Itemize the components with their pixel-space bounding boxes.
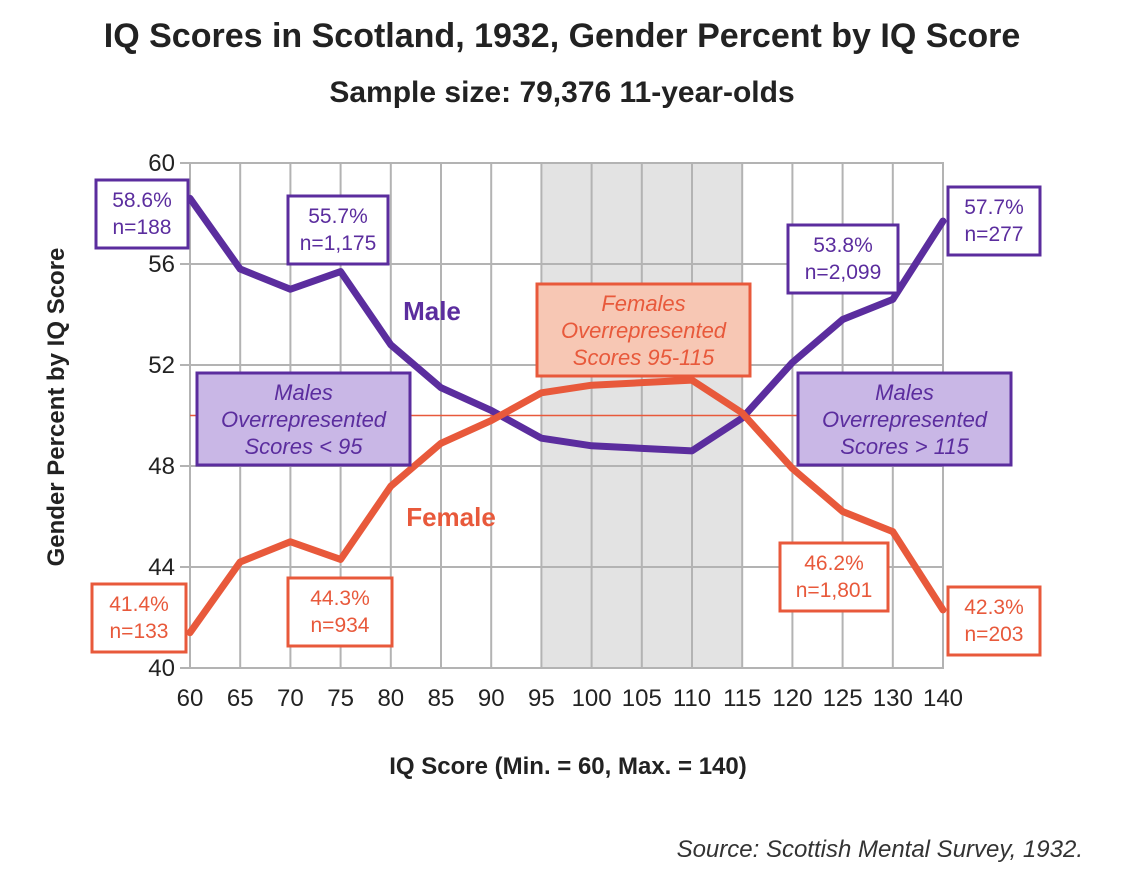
annotation-text: 41.4% xyxy=(109,593,169,616)
annotation-text: 44.3% xyxy=(310,587,370,610)
x-tick-label: 85 xyxy=(428,685,455,712)
annotation-box xyxy=(786,223,900,295)
chart-subtitle: Sample size: 79,376 11-year-olds xyxy=(329,76,794,109)
series-label-female: Female xyxy=(406,502,496,532)
x-tick-label: 115 xyxy=(723,685,761,712)
x-tick-label: 70 xyxy=(277,685,304,712)
annotation-text: 42.3% xyxy=(964,596,1024,619)
series-label-male: Male xyxy=(403,296,461,326)
y-tick-label: 60 xyxy=(148,150,175,177)
y-tick-label: 44 xyxy=(148,554,175,581)
y-tick-label: 40 xyxy=(148,655,175,682)
annotation-text: n=133 xyxy=(110,620,169,643)
annotation-box xyxy=(94,178,190,250)
annotation-box xyxy=(946,185,1042,257)
annotation-text: 58.6% xyxy=(112,189,172,212)
x-tick-label: 60 xyxy=(177,685,204,712)
region-label-text: Overrepresented xyxy=(561,318,727,343)
series-line-male xyxy=(186,194,947,455)
source-note: Source: Scottish Mental Survey, 1932. xyxy=(677,836,1083,863)
region-label-text: Overrepresented xyxy=(221,407,387,432)
x-tick-label: 110 xyxy=(673,685,711,712)
value-annotation: 42.3% n=203 xyxy=(946,585,1042,657)
x-tick-label: 100 xyxy=(572,685,612,712)
annotation-text: 55.7% xyxy=(308,205,368,228)
annotation-text: 53.8% xyxy=(813,234,873,257)
annotation-box xyxy=(90,582,188,654)
x-tick-label: 140 xyxy=(923,685,963,712)
region-label-box xyxy=(535,282,752,378)
value-annotation: 58.6% n=188 xyxy=(94,178,190,250)
x-tick-label: 120 xyxy=(772,685,812,712)
annotation-text: n=2,099 xyxy=(805,261,882,284)
y-tick-label: 48 xyxy=(148,453,175,480)
x-tick-label: 125 xyxy=(823,685,863,712)
annotation-text: n=1,175 xyxy=(300,232,377,255)
y-tick-label: 56 xyxy=(148,251,175,278)
region-label-text: Scores > 115 xyxy=(840,434,969,459)
x-tick-label: 95 xyxy=(528,685,555,712)
value-annotation: 53.8% n=2,099 xyxy=(786,223,900,295)
x-tick-label: 130 xyxy=(873,685,913,712)
x-tick-label: 80 xyxy=(377,685,404,712)
annotation-box xyxy=(286,576,394,648)
annotation-box xyxy=(286,194,390,266)
chart-title: IQ Scores in Scotland, 1932, Gender Perc… xyxy=(104,17,1020,55)
region-label-text: Males xyxy=(875,380,934,405)
region-label-text: Scores < 95 xyxy=(244,434,363,459)
annotation-text: 46.2% xyxy=(804,552,864,575)
value-annotation: 55.7% n=1,175 xyxy=(286,194,390,266)
region-label-text: Males xyxy=(274,380,333,405)
annotation-box xyxy=(778,541,890,613)
x-tick-label: 90 xyxy=(478,685,505,712)
region-label-text: Females xyxy=(601,291,685,316)
y-axis-label: Gender Percent by IQ Score xyxy=(43,248,70,567)
series-line-female xyxy=(186,376,947,637)
x-axis-label: IQ Score (Min. = 60, Max. = 140) xyxy=(389,753,746,780)
annotation-box xyxy=(946,585,1042,657)
region-label-text: Overrepresented xyxy=(822,407,988,432)
x-tick-label: 65 xyxy=(227,685,254,712)
value-annotation: 57.7% n=277 xyxy=(946,185,1042,257)
region-label-box xyxy=(195,371,412,467)
annotation-text: 57.7% xyxy=(964,196,1024,219)
region-label-box xyxy=(796,371,1013,467)
annotation-text: n=203 xyxy=(965,623,1024,646)
annotation-text: n=188 xyxy=(113,216,172,239)
annotation-text: n=277 xyxy=(965,223,1024,246)
region-label-text: Scores 95-115 xyxy=(573,345,715,370)
annotation-text: n=1,801 xyxy=(796,579,873,602)
value-annotation: 41.4% n=133 xyxy=(90,582,188,654)
y-tick-label: 52 xyxy=(148,352,175,379)
plot-area: 40 44 48 52 56 60 60 65 70 75 80 85 90 95 100 105 110 115… xyxy=(90,150,1042,712)
value-annotation: 44.3% n=934 xyxy=(286,576,394,648)
x-tick-label: 75 xyxy=(327,685,354,712)
x-tick-label: 105 xyxy=(622,685,662,712)
annotation-text: n=934 xyxy=(311,614,370,637)
value-annotation: 46.2% n=1,801 xyxy=(778,541,890,613)
